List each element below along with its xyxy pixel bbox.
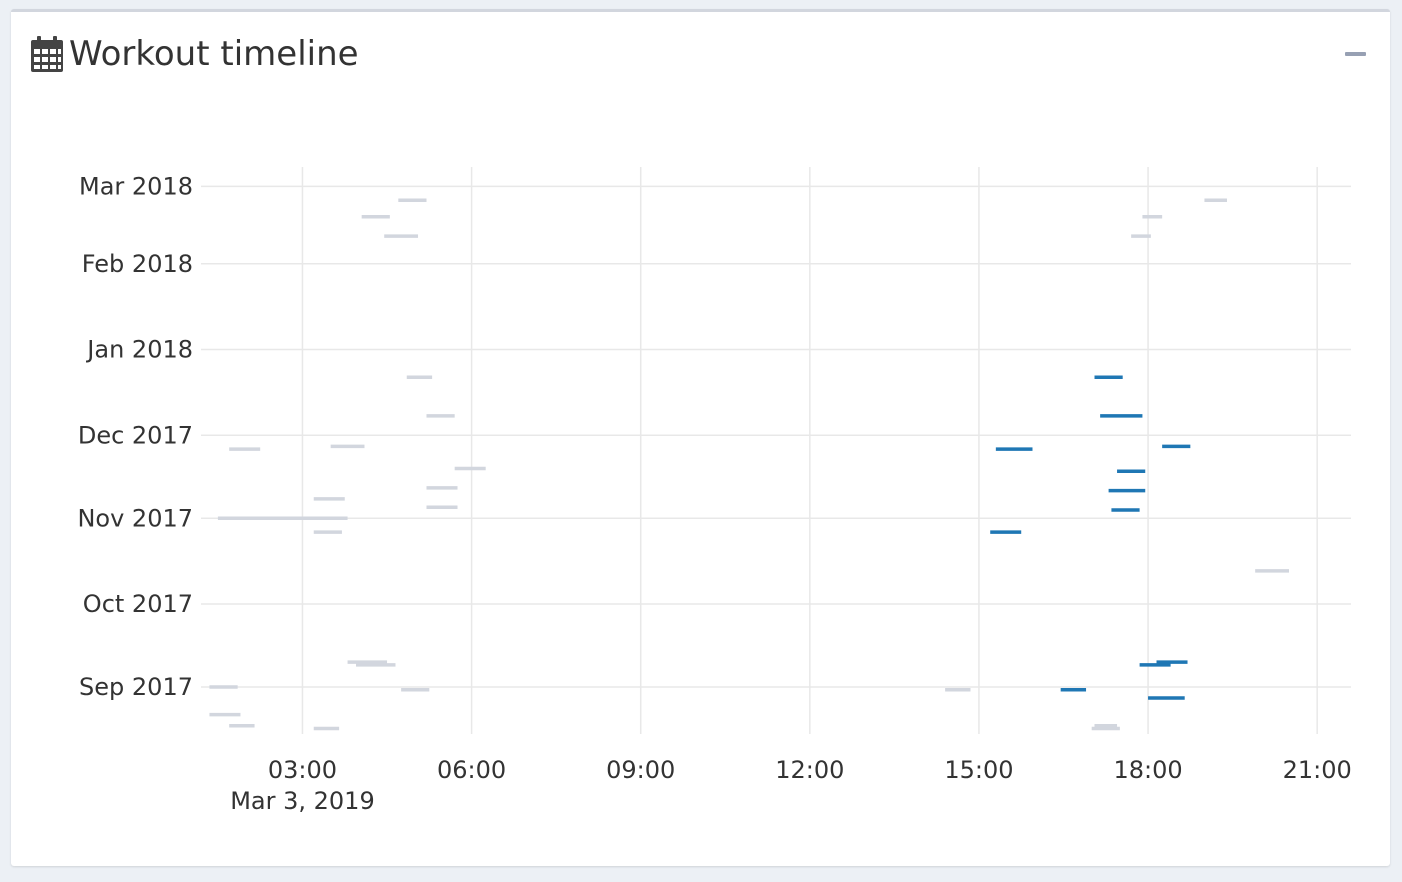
y-tick-label: Oct 2017 — [83, 590, 193, 618]
x-tick-label: 12:00 — [775, 756, 844, 784]
collapse-button[interactable] — [1338, 42, 1372, 66]
y-tick-label: Jan 2018 — [85, 336, 193, 364]
segment-layer — [209, 198, 1289, 731]
panel-header: Workout timeline — [11, 12, 1390, 92]
chart-area: 03:00 Mar 3, 2019 06:00 09:00 12:00 15:00 18:0… — [11, 12, 1390, 874]
y-tick-label: Nov 2017 — [77, 504, 193, 532]
label-layer: 03:00 Mar 3, 2019 06:00 09:00 12:00 15:00 18:0… — [77, 172, 1351, 815]
x-tick-label: 15:00 — [944, 756, 1013, 784]
panel-title: Workout timeline — [69, 34, 359, 74]
y-tick-label: Sep 2017 — [79, 673, 193, 701]
workout-timeline-panel: Workout timeline 03:00 Mar 3, 2019 06:00 09… — [11, 9, 1390, 866]
calendar-icon — [31, 36, 63, 72]
y-tick-label: Feb 2018 — [82, 250, 193, 278]
x-tick-label: 09:00 — [606, 756, 675, 784]
x-tick-label: 06:00 — [437, 756, 506, 784]
x-tick-label: 21:00 — [1283, 756, 1352, 784]
timeline-chart: 03:00 Mar 3, 2019 06:00 09:00 12:00 15:00 18:0… — [77, 167, 1352, 815]
x-tick-label: 18:00 — [1113, 756, 1182, 784]
x-tick-label: 03:00 — [268, 756, 337, 784]
y-tick-label: Mar 2018 — [79, 172, 193, 200]
y-tick-label: Dec 2017 — [78, 421, 193, 449]
minus-icon — [1344, 52, 1366, 56]
grid-layer — [201, 167, 1351, 734]
x-tick-sublabel: Mar 3, 2019 — [230, 787, 375, 815]
